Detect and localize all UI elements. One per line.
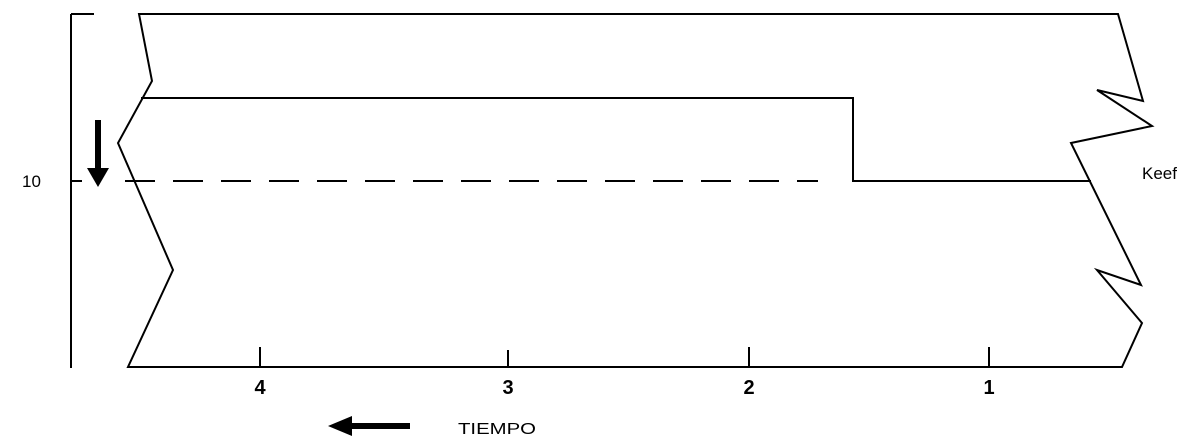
x-axis-ticks: [259, 347, 990, 367]
y-axis: [70, 13, 94, 368]
left-arrow-icon: [328, 416, 410, 436]
keef-label: Keef: [1142, 164, 1177, 183]
x-tick-label-4: 4: [254, 377, 266, 399]
block-outline: [116, 13, 1155, 368]
x-axis-title: TIEMPO: [458, 421, 536, 438]
upper-layer-line: [141, 97, 1091, 182]
x-tick-label-1: 1: [983, 377, 994, 399]
down-arrow-icon: [87, 120, 109, 187]
x-tick-label-2: 2: [743, 377, 754, 399]
x-tick-label-3: 3: [502, 377, 513, 399]
y-axis-tick-label: 10: [22, 172, 41, 191]
